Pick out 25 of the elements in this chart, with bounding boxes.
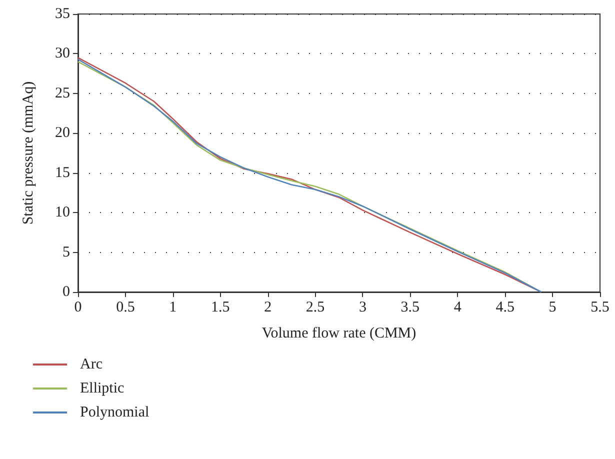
x-tick-label: 5.5 bbox=[590, 300, 610, 316]
x-tick-label: 1.5 bbox=[210, 300, 230, 316]
x-axis-title: Volume flow rate (CMM) bbox=[262, 326, 416, 342]
legend-label: Elliptic bbox=[80, 380, 124, 396]
x-tick-label: 2 bbox=[264, 300, 272, 316]
y-axis-title: Static pressure (mmAq) bbox=[20, 81, 36, 225]
x-tick-label: 5 bbox=[548, 300, 556, 316]
legend-label: Arc bbox=[80, 356, 103, 372]
x-tick-label: 4 bbox=[454, 300, 462, 316]
y-tick-label: 5 bbox=[62, 244, 70, 260]
x-tick-label: 1 bbox=[169, 300, 177, 316]
x-tick-label: 4.5 bbox=[496, 300, 514, 316]
x-tick-label: 0.5 bbox=[116, 300, 135, 316]
x-tick-label: 3.5 bbox=[400, 300, 420, 316]
y-tick-label: 15 bbox=[55, 164, 70, 181]
y-tick-label: 30 bbox=[55, 46, 70, 62]
y-tick-label: 25 bbox=[55, 85, 70, 102]
x-tick-label: 3 bbox=[358, 300, 366, 316]
legend-label: Polynomial bbox=[80, 404, 150, 420]
x-tick-label: 0 bbox=[74, 300, 82, 316]
x-tick-label: 2.5 bbox=[306, 300, 325, 316]
y-tick-label: 0 bbox=[62, 284, 70, 300]
y-tick-label: 10 bbox=[55, 204, 70, 221]
y-tick-label: 35 bbox=[55, 6, 70, 22]
y-tick-label: 20 bbox=[55, 125, 70, 142]
